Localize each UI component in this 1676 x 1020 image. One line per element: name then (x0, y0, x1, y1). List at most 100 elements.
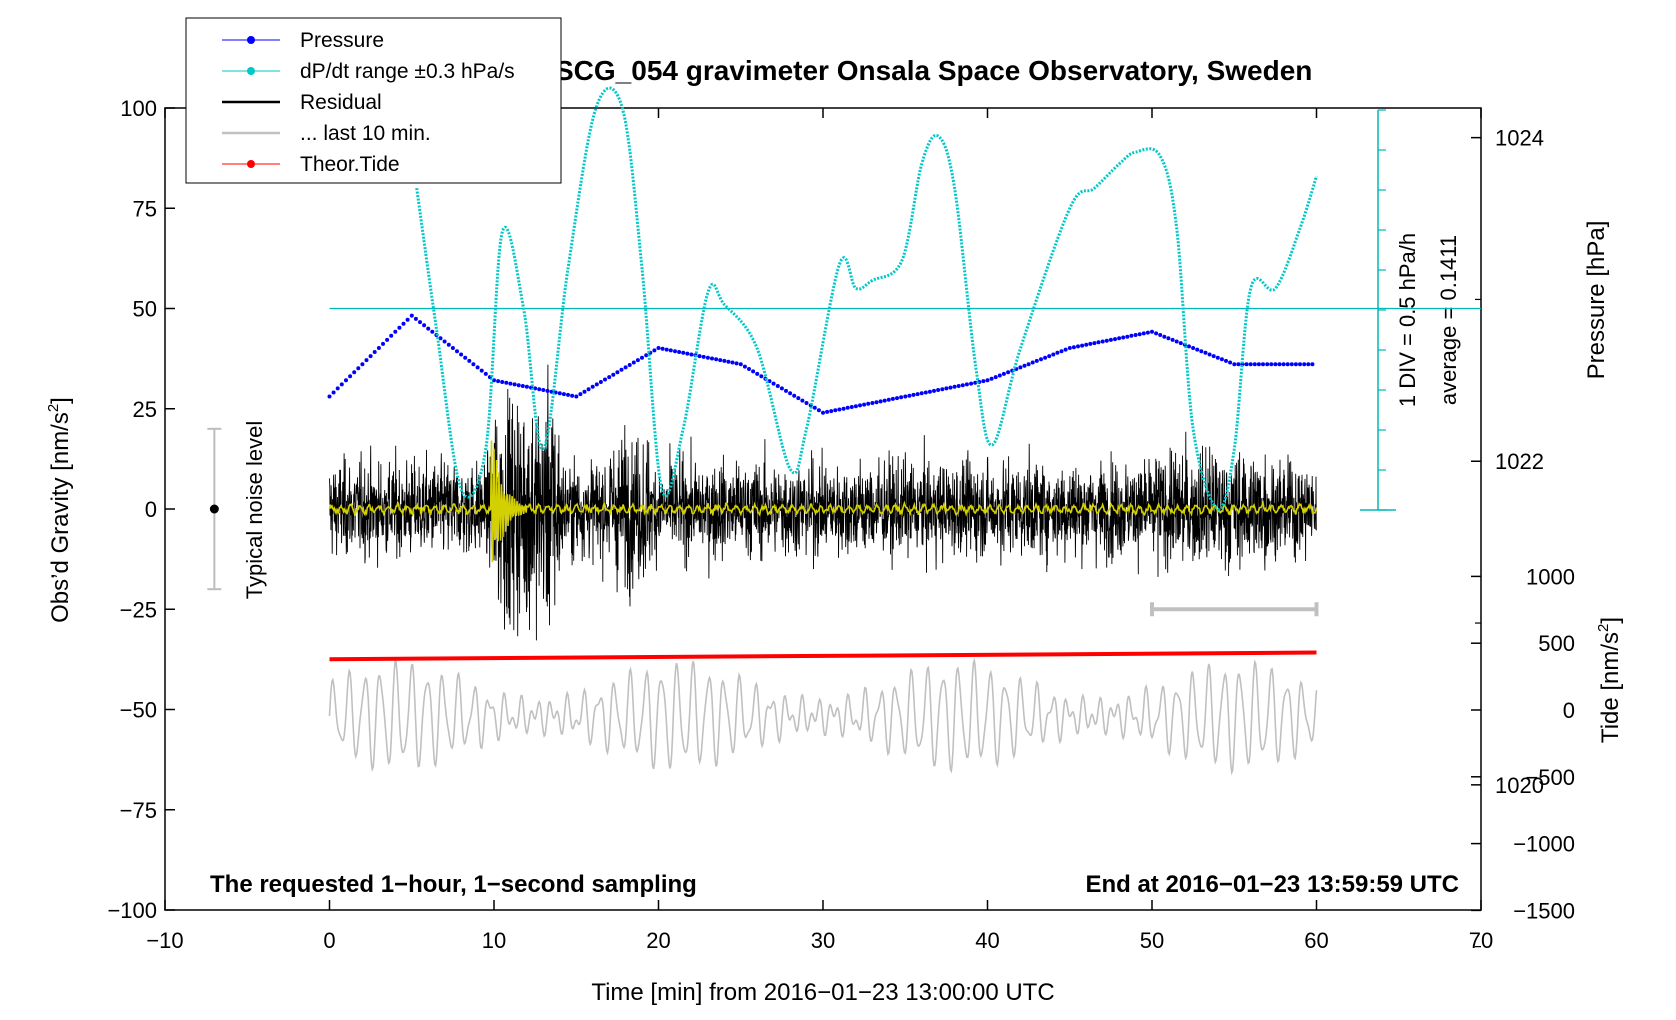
pressure-point (677, 350, 682, 354)
pressure-point (734, 361, 739, 366)
pressure-point (594, 382, 599, 387)
pressure-point (944, 386, 949, 391)
pressure-point (1108, 337, 1113, 342)
pressure-point (948, 385, 953, 390)
y-tick-label: −100 (107, 898, 157, 923)
pressure-point (800, 398, 805, 403)
pressure-point (1289, 362, 1294, 367)
pressure-point (993, 375, 998, 380)
pressure-point (1199, 349, 1204, 354)
pressure-point (673, 349, 677, 354)
pressure-point (829, 409, 834, 414)
pressure-point (1174, 339, 1179, 344)
div-label: 1 DIV = 0.5 hPa/h (1395, 233, 1420, 407)
pressure-point (1170, 337, 1175, 342)
pressure-point (1092, 341, 1097, 346)
pressure-tick-label: 1020 (1495, 773, 1544, 798)
pressure-point (360, 362, 365, 367)
svg-text:Tide [nm/s2]: Tide [nm/s2] (1595, 617, 1624, 743)
pressure-point (775, 384, 780, 388)
legend-label-4: Theor.Tide (300, 153, 400, 176)
pressure-point (1121, 335, 1126, 340)
pressure-point (804, 401, 809, 405)
pressure-point (1088, 341, 1093, 346)
pressure-point (915, 392, 920, 397)
pressure-point (1055, 350, 1060, 355)
pressure-point (352, 370, 357, 375)
pressure-point (1310, 362, 1315, 367)
pressure-point (1277, 362, 1282, 367)
pressure-point (1281, 362, 1286, 367)
pressure-point (742, 364, 747, 369)
dpdt-scale-bar (1360, 109, 1396, 511)
pressure-point (500, 380, 505, 384)
pressure-point (841, 406, 846, 411)
y-axis-pressure: 1026102410221020 (1471, 126, 1544, 948)
pressure-point (331, 390, 336, 395)
pressure-point (603, 377, 607, 382)
pressure-point (738, 362, 743, 367)
pressure-point (598, 380, 603, 384)
pressure-point (611, 372, 616, 377)
pressure-point (771, 381, 776, 386)
pressure-point (870, 401, 875, 405)
pressure-point (1195, 347, 1200, 352)
pressure-point (438, 336, 443, 341)
pressure-point (1154, 331, 1159, 336)
pressure-point (356, 366, 361, 371)
pressure-point (1059, 349, 1064, 354)
pressure-point (422, 323, 427, 328)
pressure-point (1215, 355, 1220, 360)
chart-title: SCG_054 gravimeter Onsala Space Observat… (555, 55, 1312, 86)
tide-tick-label: 500 (1538, 631, 1575, 656)
pressure-point (1034, 358, 1039, 363)
legend: Pressure dP/dt range ±0.3 hPa/s Residual..… (185, 17, 562, 184)
pressure-point (1006, 370, 1011, 375)
pressure-point (619, 367, 624, 372)
pressure-point (1043, 355, 1048, 360)
pressure-point (664, 347, 669, 352)
pressure-point (940, 387, 945, 392)
pressure-point (1203, 350, 1208, 355)
pressure-point (701, 354, 706, 359)
pressure-point (747, 367, 751, 371)
residual-trace (329, 364, 1317, 641)
pressure-point (644, 353, 649, 358)
pressure-point (1100, 339, 1105, 344)
x-tick-label: −10 (146, 928, 183, 953)
pressure-point (381, 341, 385, 346)
pressure-point (1133, 333, 1138, 337)
pressure-point (722, 358, 727, 363)
pressure-point (442, 339, 447, 344)
legend-box (185, 17, 562, 184)
pressure-point (561, 392, 566, 397)
legend-dot-0 (247, 36, 255, 44)
pressure-point (475, 365, 480, 370)
pressure-point (1248, 362, 1253, 367)
pressure-point (874, 400, 879, 405)
legend-dot-1 (247, 67, 255, 75)
y-axis-tide-label: Tide [nm/s2] (1595, 617, 1624, 743)
pressure-point (697, 354, 702, 359)
pressure-point (837, 407, 842, 412)
pressure-point (936, 388, 941, 392)
pressure-point (401, 321, 406, 326)
x-axis-label: Time [min] from 2016−01−23 13:00:00 UTC (591, 979, 1054, 1006)
pressure-point (1113, 337, 1117, 342)
pressure-point (635, 358, 640, 363)
pressure-point (1125, 334, 1130, 339)
pressure-point (344, 378, 348, 383)
tide-tick-label: −500 (1525, 765, 1575, 790)
pressure-point (1158, 333, 1163, 337)
x-tick-label: 60 (1304, 928, 1328, 953)
pressure-point (607, 375, 612, 380)
pressure-point (574, 394, 579, 399)
pressure-point (652, 348, 657, 353)
pressure-point (450, 346, 455, 350)
pressure-point (467, 358, 472, 363)
pressure-point (1207, 352, 1212, 357)
pressure-point (586, 387, 591, 392)
pressure-point (570, 393, 575, 398)
series-layer (327, 86, 1481, 776)
pressure-point (1076, 344, 1080, 349)
